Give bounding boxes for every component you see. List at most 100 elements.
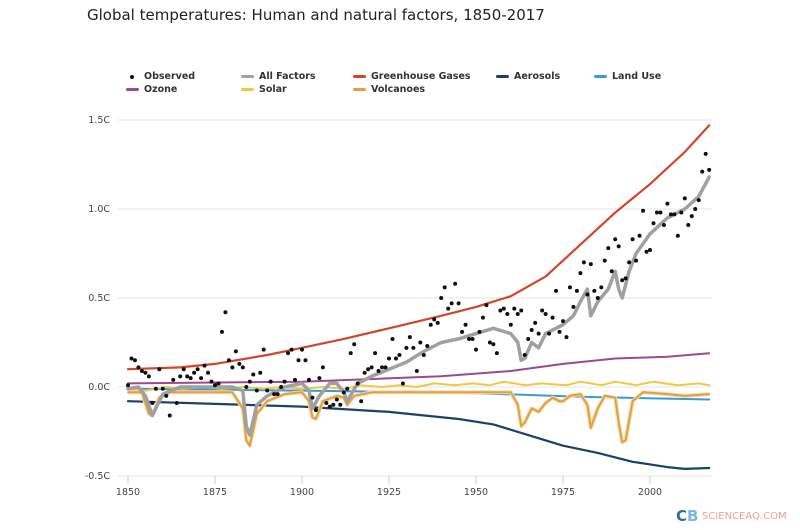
observed-point [223,310,228,315]
observed-point [477,329,482,334]
observed-point [453,281,458,286]
observed-point [146,374,151,379]
observed-point [703,151,708,156]
observed-point [244,385,249,389]
observed-point [585,292,590,297]
observed-point [519,308,524,313]
observed-point [498,308,503,313]
observed-point [414,368,419,373]
observed-point [644,249,649,254]
legend-item-aerosols[interactable]: Aerosols [496,71,560,82]
observed-point [533,320,538,325]
observed-point [439,296,444,300]
observed-point [289,347,294,352]
observed-point [557,329,562,334]
observed-point [540,308,545,313]
observed-point [338,402,343,407]
observed-point [675,233,680,238]
legend-label: Greenhouse Gases [371,71,471,82]
y-tick-label: -0.5C [85,471,111,482]
observed-point [352,342,357,347]
observed-point [578,271,583,276]
observed-point [442,285,447,290]
observed-point [261,347,266,352]
observed-point [136,365,141,370]
legend-item-solar[interactable]: Solar [241,84,287,95]
observed-point [195,367,200,372]
legend-swatch [241,88,254,91]
observed-point [164,393,169,398]
observed-point [157,367,162,372]
observed-point [132,358,137,363]
x-tick-label: 1950 [464,487,488,498]
observed-point [435,320,440,325]
observed-point [310,395,315,400]
observed-point [160,386,165,391]
observed-point [536,331,541,336]
observed-point [233,349,238,354]
observed-point [446,306,451,311]
observed-point [362,370,367,375]
observed-point [630,237,635,242]
observed-point [383,365,388,370]
legend-label: Observed [144,71,196,82]
observed-point [393,356,398,361]
legend-item-greenhouse-gases[interactable]: Greenhouse Gases [353,71,471,82]
legend-swatch [130,74,134,79]
observed-point [707,167,712,172]
legend-item-ozone[interactable]: Ozone [126,84,177,95]
legend-item-land-use[interactable]: Land Use [594,71,661,82]
observed-point [682,196,687,201]
series-aerosols [126,400,711,470]
observed-point [672,212,677,217]
observed-point [380,365,385,370]
observed-point [192,370,197,375]
observed-point [331,402,336,407]
observed-point [296,358,301,363]
observed-point [237,361,242,366]
observed-point [167,413,172,418]
observed-point [279,385,284,389]
observed-point [345,386,350,391]
observed-point [317,376,322,381]
observed-point [397,352,402,357]
observed-point [529,328,534,333]
legend-item-observed[interactable]: Observed [126,71,195,82]
observed-point [258,370,263,375]
observed-point [126,383,130,388]
legend-item-volcanoes[interactable]: Volcanoes [353,84,425,95]
legend-label: Land Use [612,71,662,82]
observed-point [467,336,472,341]
observed-point [178,374,183,379]
observed-point [470,336,475,341]
observed-point [620,278,625,283]
observed-point [226,358,231,363]
watermark: SCIENCEAQ.COM [702,511,787,522]
legend-item-all-factors[interactable]: All Factors [241,71,316,82]
observed-point [355,381,360,386]
legend-swatch [353,88,366,91]
observed-point [171,377,176,382]
observed-point [320,365,325,370]
legend-swatch [496,75,509,78]
legend-swatch [241,75,254,78]
observed-point [366,367,371,372]
observed-point [460,329,465,334]
observed-point [286,351,291,356]
observed-point [501,306,506,311]
observed-point [606,246,611,251]
y-tick-label: 0.5C [88,293,110,304]
observed-point [554,288,559,293]
observed-point [571,304,576,309]
observed-point [550,315,555,320]
observed-point [668,212,673,217]
series-volcanoes [127,391,711,447]
observed-point [407,335,412,340]
observed-point [369,365,374,370]
observed-point [150,401,155,406]
y-tick-label: 1.0C [88,204,110,215]
observed-point [480,315,485,320]
observed-point [251,372,256,377]
observed-point [526,336,531,341]
